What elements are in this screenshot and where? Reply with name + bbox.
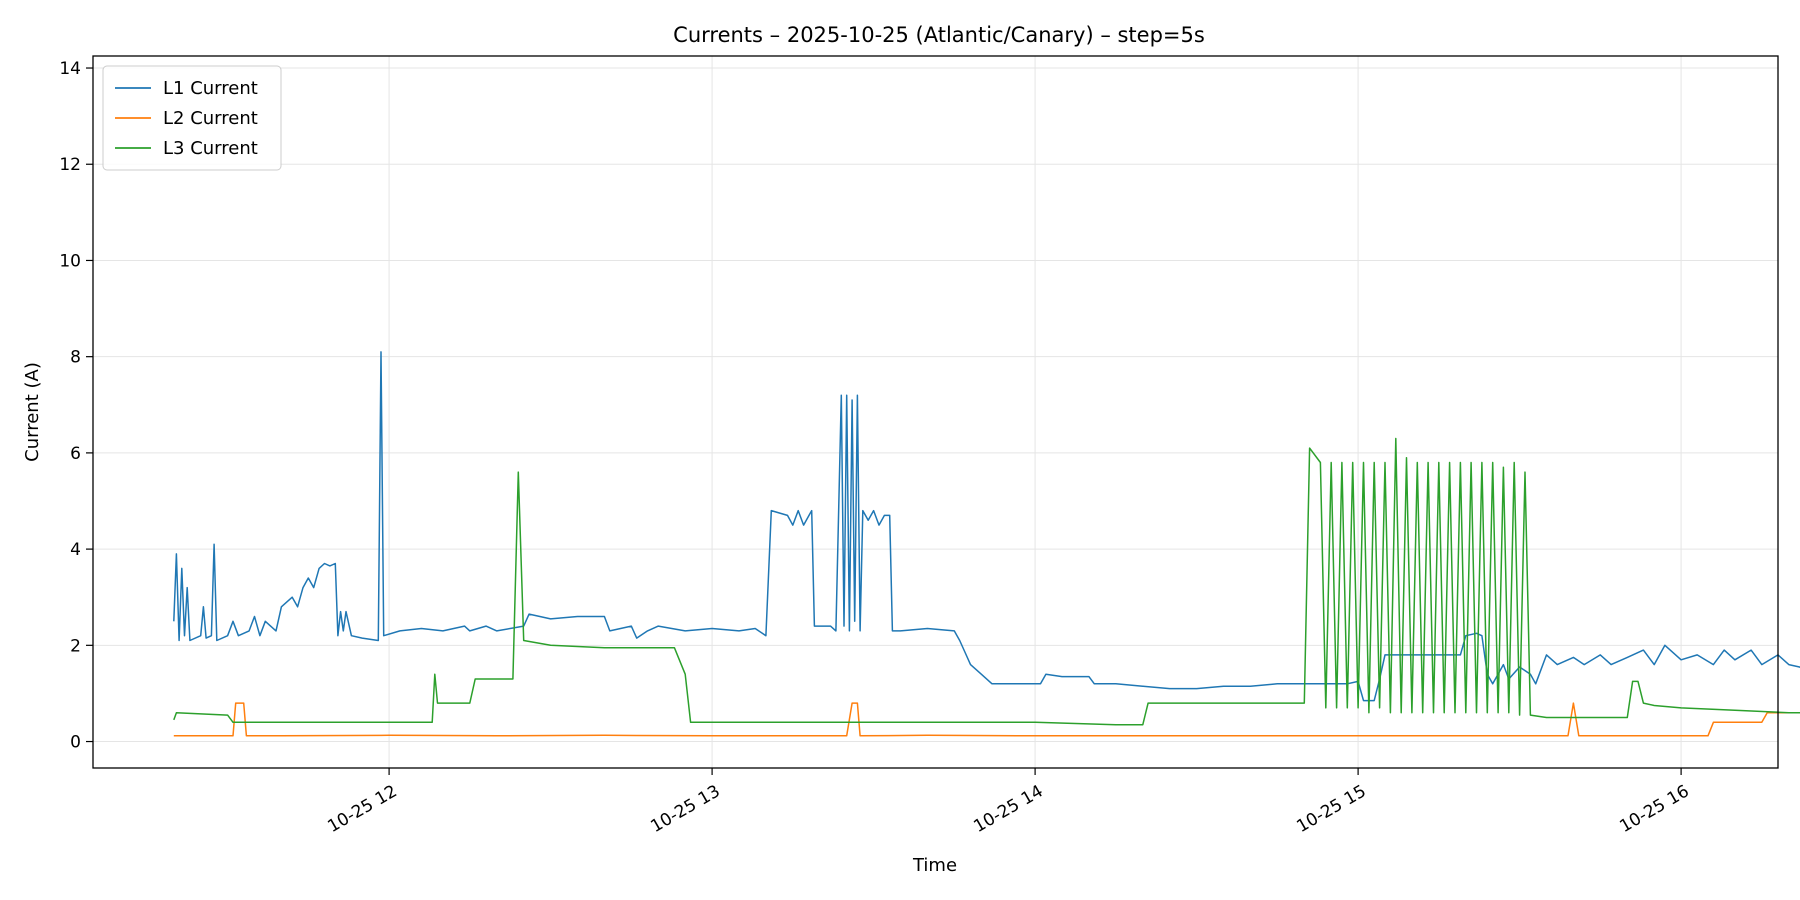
x-tick-label: 10-25 16 xyxy=(1616,781,1692,837)
y-tick-label: 12 xyxy=(59,155,81,175)
y-axis: 0 2 4 6 8 10 12 14 xyxy=(59,59,93,753)
y-tick-label: 8 xyxy=(70,348,81,368)
y-tick-label: 4 xyxy=(70,540,81,560)
series-line-l1-current xyxy=(173,351,1800,702)
series-layer xyxy=(173,351,1800,737)
y-tick-label: 10 xyxy=(59,251,81,271)
y-tick-label: 2 xyxy=(70,636,81,656)
y-tick-label: 6 xyxy=(70,444,81,464)
x-axis: 10-25 12 10-25 13 10-25 14 10-25 15 10-25 16 xyxy=(324,768,1693,837)
chart-title: Currents – 2025-10-25 (Atlantic/Canary) … xyxy=(673,23,1205,47)
grid xyxy=(93,56,1778,768)
legend-label: L1 Current xyxy=(163,78,258,99)
x-axis-label: Time xyxy=(912,855,957,876)
x-tick-label: 10-25 12 xyxy=(324,781,400,837)
series-line-l2-current xyxy=(173,702,1800,737)
x-tick-label: 10-25 15 xyxy=(1293,781,1369,837)
plot-frame xyxy=(92,55,1779,769)
series-line-l3-current xyxy=(173,437,1800,726)
x-tick-label: 10-25 13 xyxy=(647,781,723,837)
legend-box xyxy=(102,65,282,171)
y-tick-label: 14 xyxy=(59,59,81,79)
y-tick-label: 0 xyxy=(70,733,81,753)
x-tick-label: 10-25 14 xyxy=(970,781,1046,837)
legend: L1 Current L2 Current L3 Current xyxy=(102,65,282,171)
legend-label: L3 Current xyxy=(163,138,258,159)
legend-label: L2 Current xyxy=(163,108,258,129)
y-axis-label: Current (A) xyxy=(22,362,43,462)
